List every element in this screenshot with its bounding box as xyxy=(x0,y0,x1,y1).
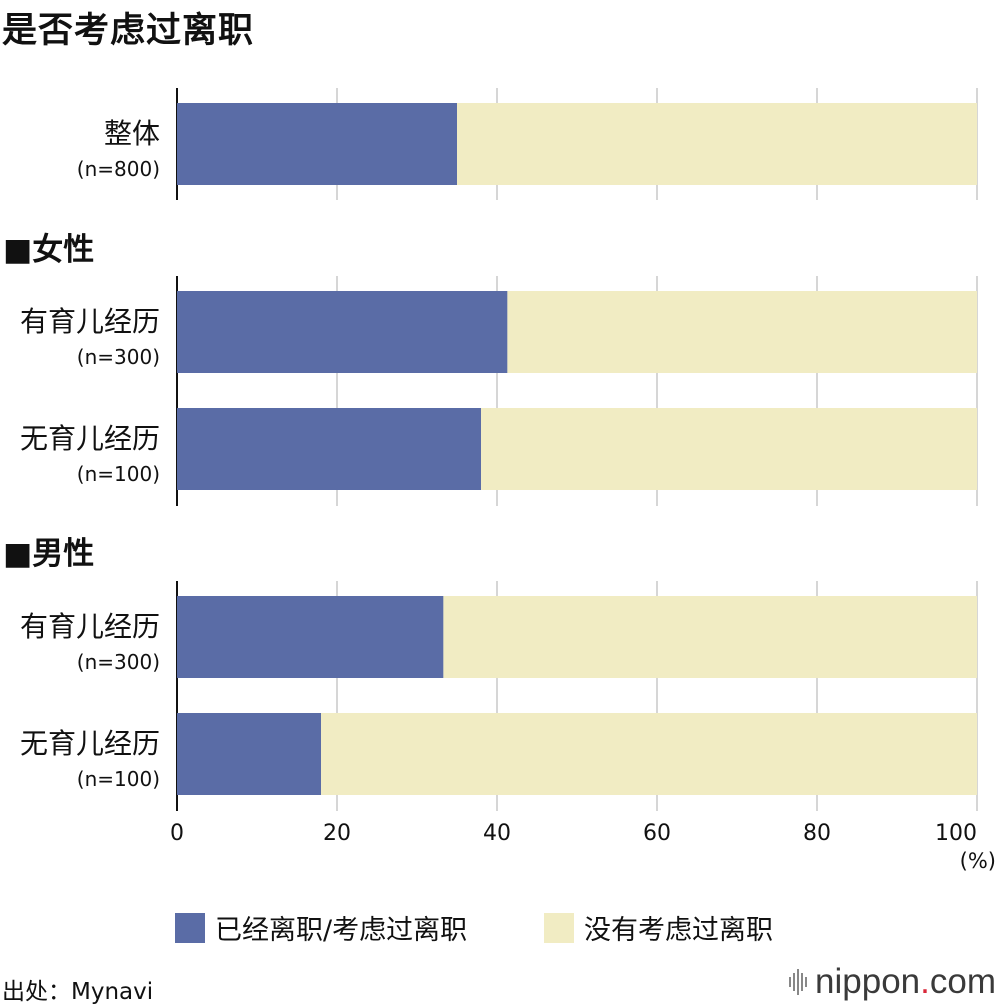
bar-chart: 整体(n=800)■女性有育儿经历(n=300)无育儿经历(n=100)■男性有… xyxy=(3,88,996,873)
bar-segment-considered xyxy=(177,408,481,490)
x-unit-label: (%) xyxy=(960,849,996,873)
bar-segment-not-considered xyxy=(481,408,977,490)
nippon-logo: nippon. com xyxy=(789,962,996,1002)
group-header: ■男性 xyxy=(3,536,94,572)
chart-title: 是否考虑过离职 xyxy=(2,11,255,51)
bar-segment-not-considered xyxy=(507,291,977,373)
group-header: ■女性 xyxy=(3,232,94,268)
bar-segment-considered xyxy=(177,103,457,185)
legend-swatch-considered xyxy=(175,912,205,943)
logo-dot: . xyxy=(920,962,930,1001)
category-label: 有育儿经历 xyxy=(20,305,160,338)
source-note: 出处：Mynavi xyxy=(2,979,154,1005)
legend-swatch-not-considered xyxy=(544,912,574,943)
legend: 已经离职/考虑过离职 没有考虑过离职 xyxy=(0,908,1000,948)
logo-tail: com xyxy=(929,962,996,1001)
x-tick-label: 80 xyxy=(803,821,831,846)
legend-item-considered: 已经离职/考虑过离职 xyxy=(175,908,467,947)
x-tick-label: 100 xyxy=(935,821,977,846)
x-tick-label: 40 xyxy=(483,821,511,846)
x-tick-label: 60 xyxy=(643,821,671,846)
category-label: 无育儿经历 xyxy=(20,727,160,760)
x-tick-label: 20 xyxy=(323,821,351,846)
sample-size-label: (n=300) xyxy=(77,345,160,369)
category-label: 整体 xyxy=(104,117,160,150)
logo-waves-icon xyxy=(789,969,808,995)
bar-segment-not-considered xyxy=(321,713,977,795)
bar-segment-considered xyxy=(177,291,508,373)
legend-label-not-considered: 没有考虑过离职 xyxy=(584,915,773,946)
bar-segment-considered xyxy=(177,596,444,678)
sample-size-label: (n=100) xyxy=(77,462,160,486)
bar-segment-considered xyxy=(177,713,321,795)
legend-label-considered: 已经离职/考虑过离职 xyxy=(215,915,468,946)
bar-segment-not-considered xyxy=(443,596,977,678)
legend-item-not-considered: 没有考虑过离职 xyxy=(544,908,773,947)
logo-text: nippon xyxy=(815,962,921,1001)
sample-size-label: (n=100) xyxy=(77,767,160,791)
sample-size-label: (n=300) xyxy=(77,650,160,674)
category-label: 有育儿经历 xyxy=(20,610,160,643)
category-label: 无育儿经历 xyxy=(20,422,160,455)
x-tick-label: 0 xyxy=(170,821,184,846)
bar-segment-not-considered xyxy=(457,103,977,185)
sample-size-label: (n=800) xyxy=(77,157,160,181)
